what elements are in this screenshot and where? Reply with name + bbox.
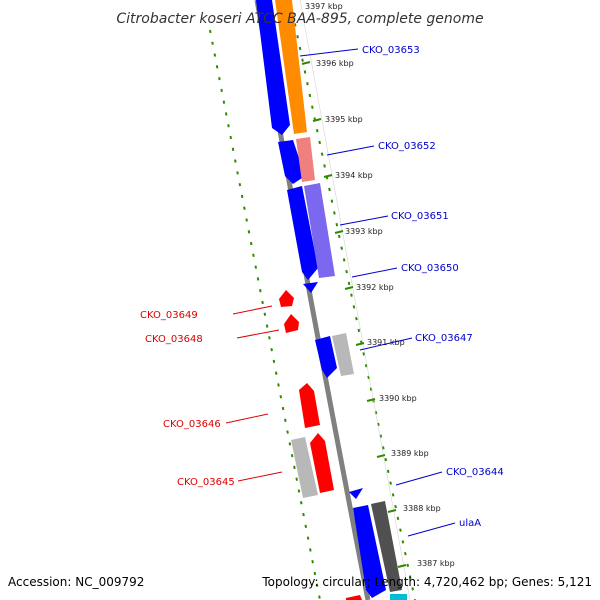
forward-cds[interactable] [349,488,363,499]
outer-lane-features [275,0,407,600]
forward-cds[interactable] [256,0,290,135]
kbp-tick-labels: 3397 kbp 3396 kbp 3395 kbp 3394 kbp 3393… [305,2,455,568]
leader-line [339,215,389,226]
gene-label[interactable]: CKO_03647 [415,333,473,344]
leader-line [351,267,398,278]
reverse-cds[interactable] [310,433,334,493]
gene-label[interactable]: CKO_03651 [391,211,449,222]
kbp-label: 3389 kbp [391,449,429,458]
genome-summary-text: Topology: circular; Length: 4,720,462 bp… [261,575,592,589]
reverse-cds[interactable] [284,314,299,333]
kbp-ticks [301,61,407,568]
kbp-tick [355,342,365,346]
gene-label[interactable]: CKO_03644 [446,467,504,478]
gene-label[interactable]: CKO_03646 [163,419,221,430]
kbp-tick [301,61,311,65]
leader-line [299,48,359,57]
leader-line [237,471,283,482]
leader-line [326,145,375,156]
leader-line [395,471,443,486]
leader-line [225,413,269,424]
map-title: Citrobacter koseri ATCC BAA-895, complet… [116,11,483,27]
right-label-leaders [299,48,456,537]
gray-feature[interactable] [332,333,354,376]
reverse-cds[interactable] [279,290,294,307]
kbp-label: 3388 kbp [403,504,441,513]
kbp-label: 3395 kbp [325,115,363,124]
outer-left-dashed-boundary [209,29,321,600]
kbp-tick [334,230,344,234]
gene-label[interactable]: CKO_03648 [145,334,203,345]
forward-strand-features [256,0,386,598]
gene-label[interactable]: CKO_03652 [378,141,436,152]
kbp-label: 3397 kbp [305,2,343,11]
kbp-tick [344,286,354,290]
kbp-tick [312,118,322,122]
pink-feature[interactable] [296,137,315,182]
forward-cds[interactable] [315,336,337,378]
kbp-label: 3394 kbp [335,171,373,180]
kbp-tick [376,454,386,458]
reverse-cds[interactable] [299,383,320,428]
gray-feature[interactable] [291,437,318,498]
kbp-label: 3387 kbp [417,559,455,568]
dark-gray-feature[interactable] [371,501,402,592]
gene-label[interactable]: CKO_03645 [177,477,235,488]
forward-cds[interactable] [303,282,318,293]
gene-label[interactable]: CKO_03650 [401,263,459,274]
kbp-label: 3393 kbp [345,227,383,236]
kbp-tick [366,398,376,402]
accession-text: Accession: NC_009792 [8,575,144,589]
kbp-label: 3391 kbp [367,338,405,347]
kbp-label: 3392 kbp [356,283,394,292]
leader-line [236,329,280,339]
kbp-tick [387,509,397,513]
gene-label[interactable]: ulaA [459,518,481,529]
gene-label[interactable]: CKO_03649 [140,310,198,321]
inner-lane-edge [299,0,411,600]
kbp-tick [323,174,333,178]
right-gene-labels: CKO_03653 CKO_03652 CKO_03651 CKO_03650 … [362,45,504,529]
purple-feature[interactable] [304,183,335,278]
forward-cds[interactable] [287,186,318,280]
left-gene-labels: CKO_03649 CKO_03648 CKO_03646 CKO_03645 [140,310,235,488]
kbp-label: 3390 kbp [379,394,417,403]
leader-line [407,522,456,537]
forward-cds[interactable] [278,140,305,184]
forward-cds[interactable] [353,505,386,598]
orange-feature[interactable] [275,0,307,134]
left-label-leaders [225,305,283,482]
kbp-label: 3396 kbp [316,59,354,68]
leader-line [359,337,413,351]
reverse-strand-features [279,290,362,600]
reverse-cds[interactable] [346,595,362,600]
gene-label[interactable]: CKO_03653 [362,45,420,56]
kbp-tick [397,564,407,568]
leader-line [232,305,273,315]
cyan-feature[interactable] [390,594,407,600]
